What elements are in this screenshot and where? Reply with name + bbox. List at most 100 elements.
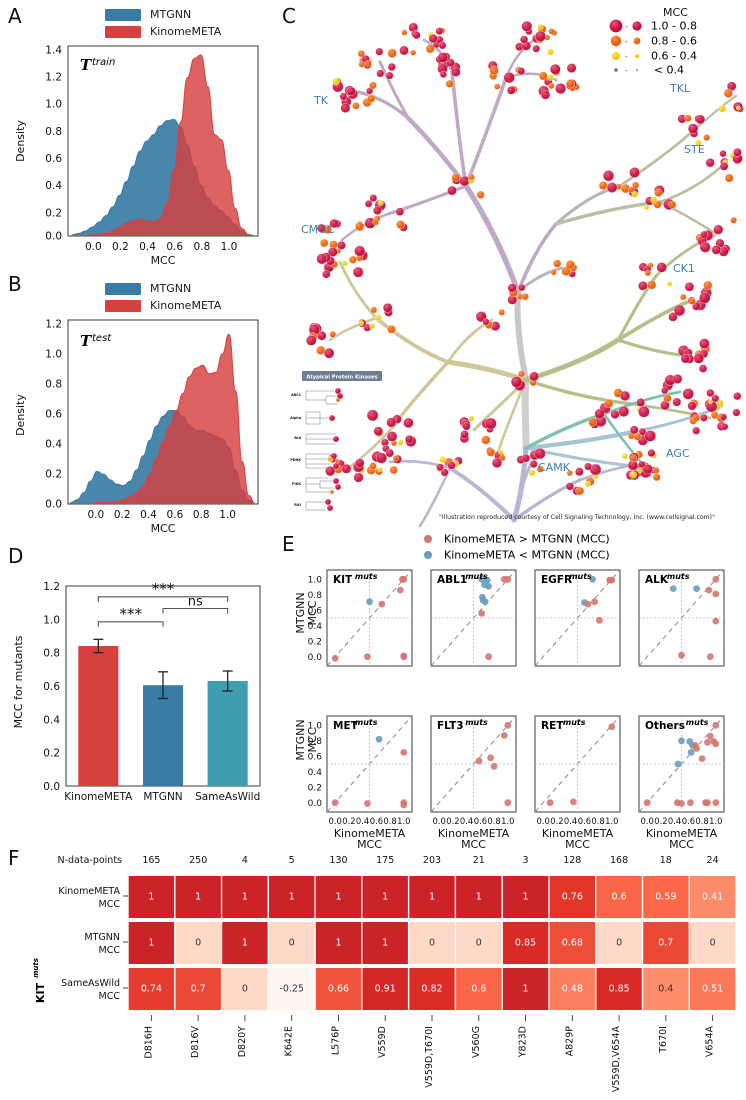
heatmap-cell: 0 [429, 938, 435, 949]
ytick-label: 0.2 [45, 469, 62, 481]
row-label-line1: SameAsWild [61, 978, 120, 989]
scatter-xlabel-line2: MCC [565, 838, 590, 851]
heatmap-cell: 1 [242, 892, 248, 903]
ytick-label: 0.8 [308, 737, 323, 747]
scatter-panel-title-sup: muts [563, 718, 586, 727]
svg-text:-: - [625, 37, 628, 46]
heatmap-cell: 0 [289, 938, 295, 949]
scatter-panel-title-sup: muts [465, 572, 488, 581]
ndata-value: 24 [707, 855, 719, 866]
xtick-label: 0.8 [695, 816, 708, 826]
ndata-value: 250 [189, 855, 207, 866]
heatmap-cell: 1 [148, 938, 154, 949]
panel-f-cells: 1 1 1 1 1 1 1 1 1 0.76 0.6 0.59 0.411 0 1 0 1 1 0 0 0.85 0.68… [128, 876, 736, 1010]
heatmap-cell: 0.4 [658, 984, 673, 995]
xtick-label-mtgnn: MTGNN [143, 791, 182, 803]
legend-label-mtgnn: MTGNN [150, 8, 192, 21]
xtick-label-sameaswild: SameAsWild [195, 791, 260, 803]
panel-a: A MTGNN KinomeMETA 1.4 1.2 1.0 0.8 0.6 0… [0, 0, 280, 267]
panel-a-xlabel: MCC [151, 254, 176, 267]
scatter-panel-title: FLT3 [437, 720, 464, 732]
legend-label-mcc-4: < 0.4 [654, 64, 684, 77]
heatmap-cell: 1 [289, 892, 295, 903]
xtick-label: 0.8 [591, 816, 604, 826]
scatter-xlabel-line2: MCC [357, 838, 382, 851]
heatmap-cell: 0.76 [562, 892, 583, 903]
xtick-label: 0.2 [654, 816, 667, 826]
heatmap-cell: 0.66 [328, 984, 349, 995]
row-label-line1: MTGNN [84, 932, 120, 943]
panel-d-xtick-labels: KinomeMETA MTGNN SameAsWild [64, 791, 260, 803]
scatter-panel-title: ALK [645, 574, 669, 586]
xtick-label: 1.0 [605, 816, 618, 826]
row-label-line1: KinomeMETA [58, 886, 120, 897]
atypical-protein-kinases-inset: Atypical Protein Kinases ABC1 Alpha Brd … [290, 371, 382, 512]
scatter-panel-title-sup: muts [465, 718, 488, 727]
bar-mtgnn [143, 685, 184, 786]
scatter-panel-title-sup: muts [355, 572, 378, 581]
xtick-label: 0.8 [193, 509, 210, 521]
xtick-label: 0.6 [474, 816, 487, 826]
legend-label-mtgnn: MTGNN [150, 282, 192, 295]
heatmap-cell: 0.41 [702, 892, 723, 903]
column-label: T670I [658, 1026, 669, 1054]
scatter-panel-title: ABL1 [437, 574, 467, 586]
atypical-family-label: PIKK [292, 482, 301, 486]
heatmap-cell: 1 [522, 984, 528, 995]
heatmap-cell: 0.91 [375, 984, 396, 995]
legend-label-mcc-2: 0.8 - 0.6 [651, 35, 697, 48]
kinome-group-labels: TK TKL STE CK1 AGC CAMK CMGC [301, 82, 705, 474]
heatmap-cell: 0.85 [515, 938, 536, 949]
legend-swatch-kinomemeta [105, 299, 141, 312]
panel-d-ytick-labels: 0.0 0.2 0.4 0.6 0.8 1.0 1.2 [43, 581, 60, 793]
errorbar [158, 671, 168, 700]
column-label: V559D,V654A [611, 1026, 622, 1093]
column-label: V559D [377, 1026, 388, 1058]
legend-row-1: - 1.0 - 0.8 [609, 20, 697, 33]
ytick-label: 0.0 [43, 781, 60, 793]
panel-a-annotation: T [80, 56, 93, 74]
row-label-line2: MCC [99, 945, 121, 956]
panel-b-xlabel: MCC [151, 522, 176, 535]
atypical-dendrogram [305, 390, 338, 511]
panel-e-ylabel-bot-1: MTGNN [294, 719, 307, 760]
panel-b-annotation-sup: test [92, 333, 112, 344]
panel-b-annotation: T [80, 332, 93, 350]
ytick-label: 0.0 [308, 653, 323, 663]
panel-d-letter: D [8, 544, 24, 568]
heatmap-cell: 1 [382, 892, 388, 903]
legend-item-kinomemeta: KinomeMETA [105, 299, 221, 312]
ytick-label: 1.2 [43, 581, 60, 593]
bar-kinomemeta [78, 646, 119, 786]
significance-label: ns [188, 595, 203, 610]
scatter-panel-title: Others [645, 720, 685, 732]
scatter-panel-title: MET [333, 720, 359, 732]
errorbar [93, 638, 104, 654]
xtick-label: 1.0 [709, 816, 722, 826]
ytick-label: 0.2 [45, 207, 62, 219]
xtick-label: 0.0 [433, 816, 446, 826]
svg-text:-: - [625, 22, 628, 31]
heatmap-cell: 1 [242, 938, 248, 949]
ytick-label: 0.8 [45, 379, 62, 391]
xtick-label: 1.0 [397, 816, 410, 826]
xtick-label: 0.8 [383, 816, 396, 826]
ytick-label: 0.6 [308, 607, 323, 617]
panel-a-legend: MTGNN KinomeMETA [105, 8, 221, 38]
legend-row-2: - 0.8 - 0.6 [610, 35, 697, 48]
xtick-label: 0.6 [578, 816, 591, 826]
group-label-ck1: CK1 [673, 262, 695, 275]
heatmap-cell: 1 [335, 938, 341, 949]
scatter-panel-title-sup: muts [355, 718, 378, 727]
column-label: D816V [190, 1026, 201, 1058]
ndata-value: 175 [376, 855, 394, 866]
panel-e-ylabel-bot-2: MCC [306, 727, 319, 752]
ytick-label: 0.4 [308, 622, 323, 632]
panel-b-xtick-labels: 0.0 0.2 0.4 0.6 0.8 1.0 [87, 509, 236, 521]
ndata-value: 3 [522, 855, 528, 866]
panel-b-letter: B [8, 272, 22, 296]
atypical-family-label: RIO [294, 503, 301, 507]
ytick-label: 1.0 [45, 349, 62, 361]
legend-item-mtgnn: MTGNN [105, 282, 221, 295]
